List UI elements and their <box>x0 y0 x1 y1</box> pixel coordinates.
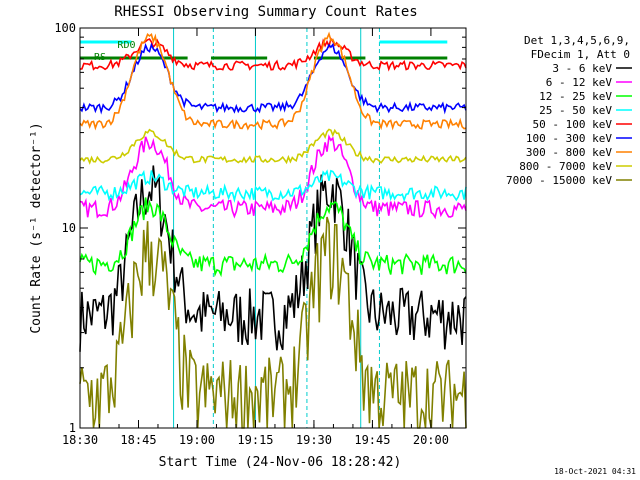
legend-label-3: 25 - 50 keV <box>539 104 612 117</box>
series-line-7 <box>79 128 467 165</box>
legend-header: Det 1,3,4,5,6,9, FDecim 1, Att 0 <box>524 34 630 61</box>
series-line-3 <box>79 169 467 203</box>
legend-label-6: 300 - 800 keV <box>526 146 612 159</box>
x-tick-label-0: 18:30 <box>62 433 98 447</box>
legend-label-5: 100 - 300 keV <box>526 132 612 145</box>
series-line-5 <box>79 42 467 115</box>
x-tick-label-5: 19:45 <box>354 433 390 447</box>
legend-header-line2: FDecim 1, Att 0 <box>531 48 630 61</box>
legend-label-4: 50 - 100 keV <box>533 118 613 131</box>
y-axis-label: Count Rate (s⁻¹ detector⁻¹) <box>29 122 44 333</box>
series-line-1 <box>79 134 467 220</box>
legend-label-8: 7000 - 15000 keV <box>506 174 612 187</box>
x-tick-label-1: 18:45 <box>120 433 156 447</box>
legend-header-line1: Det 1,3,4,5,6,9, <box>524 34 630 47</box>
plot-area: RD0 RS 18:30 18:45 19:00 19:15 19:30 19:45 20:00… <box>54 21 467 447</box>
axes-frame <box>79 27 467 429</box>
series-line-2 <box>79 197 467 278</box>
x-tick-label-6: 20:00 <box>413 433 449 447</box>
footer-timestamp: 18-Oct-2021 04:31 <box>554 467 636 476</box>
x-tick-label-3: 19:15 <box>237 433 273 447</box>
legend-label-7: 800 - 7000 keV <box>519 160 612 173</box>
legend-label-2: 12 - 25 keV <box>539 90 612 103</box>
y-tick-label-2: 100 <box>54 21 76 35</box>
x-axis-label: Start Time (24-Nov-06 18:28:42) <box>159 455 402 470</box>
annotation-rd0: RD0 <box>117 40 135 51</box>
y-tick-label-1: 10 <box>62 221 76 235</box>
series-line-6 <box>79 31 467 131</box>
x-tick-label-2: 19:00 <box>179 433 215 447</box>
legend-label-1: 6 - 12 keV <box>546 76 613 89</box>
legend-label-0: 3 - 6 keV <box>552 62 612 75</box>
x-tick-label-4: 19:30 <box>296 433 332 447</box>
chart-title: RHESSI Observing Summary Count Rates <box>114 4 417 20</box>
annotation-rs: RS <box>94 52 106 63</box>
series-line-8 <box>79 216 467 429</box>
y-tick-label-0: 1 <box>69 421 76 435</box>
